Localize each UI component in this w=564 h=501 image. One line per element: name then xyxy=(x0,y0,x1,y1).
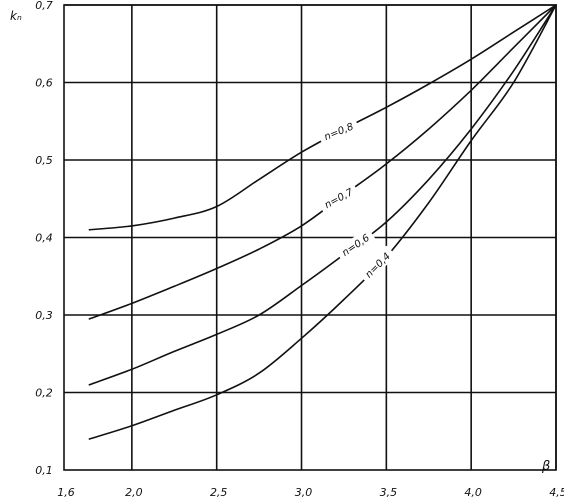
curve-labels: n=0,8 n=0,7 n=0,6n=0,4 xyxy=(317,116,397,284)
grid xyxy=(63,4,557,471)
y-tick-label: 0,1 xyxy=(35,464,53,477)
series-line xyxy=(88,4,557,440)
y-axis-label: kₙ xyxy=(10,9,22,23)
series-label-backdrop xyxy=(317,182,360,214)
series-label-backdrop xyxy=(334,227,376,262)
x-tick-label: 4,5 xyxy=(549,486,564,499)
series-line xyxy=(88,4,557,320)
series-line xyxy=(88,4,557,231)
x-tick-label: 3,5 xyxy=(380,486,398,499)
x-tick-label: 4,0 xyxy=(464,486,482,499)
curves xyxy=(88,4,557,440)
series-label-group: n=0,8 xyxy=(317,116,360,145)
series-line xyxy=(88,4,557,386)
y-tick-label: 0,6 xyxy=(35,77,53,90)
series-label-backdrop xyxy=(358,245,397,284)
y-tick-label: 0,5 xyxy=(35,154,53,167)
x-tick-label: 3,0 xyxy=(295,486,313,499)
x-tick-label: 2,0 xyxy=(125,486,143,499)
series-label-group: n=0,6 xyxy=(334,227,376,262)
tick-labels: 1,6 2,0 2,5 3,0 3,5 4,0 4,5 0,1 0,2 0,3 0,4 0,5 0,6 0… xyxy=(35,0,564,499)
y-tick-label: 0,2 xyxy=(35,387,53,400)
y-tick-label: 0,7 xyxy=(35,0,53,12)
y-tick-label: 0,3 xyxy=(35,309,53,322)
series-label-group: n=0,4 xyxy=(358,245,397,284)
x-axis-label: β xyxy=(541,459,550,474)
plot-frame xyxy=(63,4,557,471)
y-tick-label: 0,4 xyxy=(35,232,53,245)
x-tick-label: 1,6 xyxy=(57,486,75,499)
series-label-group: n=0,7 xyxy=(317,182,360,214)
series-label-backdrop xyxy=(317,116,360,145)
x-tick-label: 2,5 xyxy=(210,486,228,499)
